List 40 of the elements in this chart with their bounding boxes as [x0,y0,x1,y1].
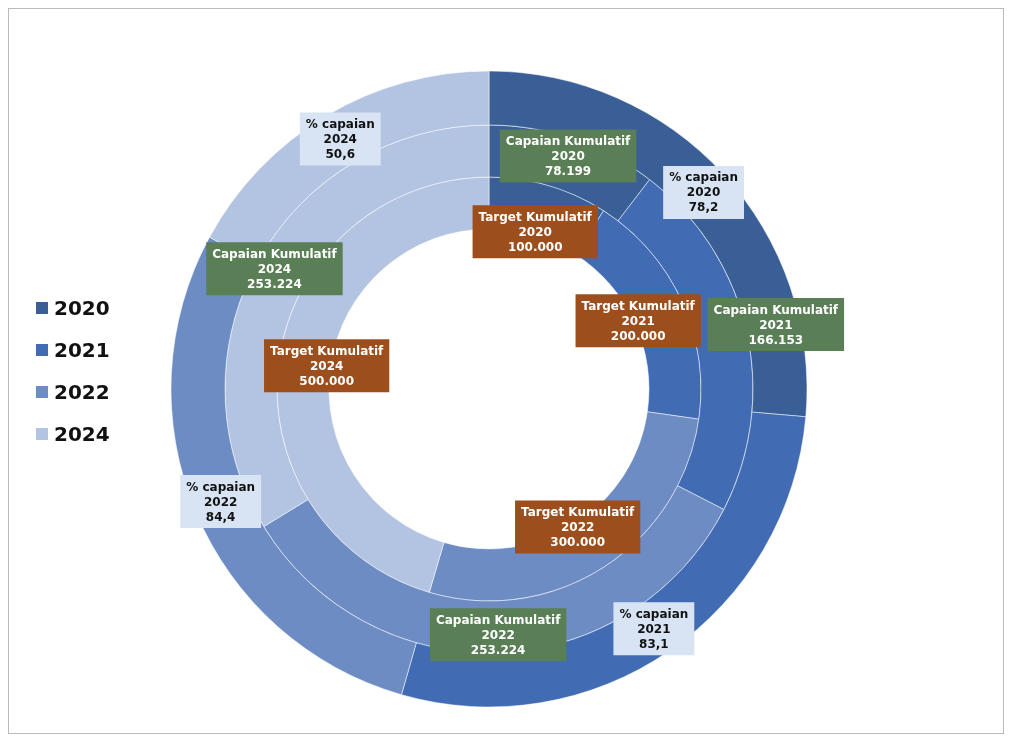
data-label: 78.199 [544,164,592,179]
category-label: 2021 [637,621,671,636]
data-label: 166.153 [748,332,804,347]
slice-label: 2024 [257,261,292,276]
legend-label: 2024 [54,422,110,446]
slice-label: 2021 [759,317,793,332]
category-label: 2022 [203,494,238,509]
text: % capaian [619,606,689,621]
slice-label: 2022 [560,519,595,534]
slice-label: 2024 [323,131,357,146]
data-label: 78,2 [688,200,719,215]
data-label: 83,1 [639,636,669,651]
slice-label: % capaian [186,479,256,494]
legend-label: 2022 [54,380,110,404]
data-label: 200.000 [610,328,666,343]
text: % capaian [305,116,375,131]
text: Capaian Kumulatif [435,612,561,627]
data-label: 500.000 [299,373,354,388]
text: Target Kumulatif [581,298,695,313]
text: Capaian Kumulatif [505,134,631,149]
data-label: 100.000 [507,239,563,254]
text: Capaian Kumulatif [713,302,839,317]
text: Target Kumulatif [521,504,635,519]
slice-label: 2022 [481,627,515,642]
text: % capaian [669,170,738,185]
slice-label: 2020 [551,149,585,164]
data-label: 253.224 [470,642,526,657]
data-label: 300.000 [550,534,605,549]
legend-label: 2021 [54,338,110,362]
text: Target Kumulatif [270,343,384,358]
slice-label: 2020 [518,224,552,239]
slice-label: 2021 [621,313,655,328]
data-label: 253.224 [247,276,302,291]
data-label: 84,4 [205,509,236,524]
data-label: 50,6 [325,146,356,161]
legend-label: 2020 [54,296,110,320]
slice-label: 2024 [309,358,344,373]
slice-label: Capaian Kumulatif [212,246,338,261]
category-label: 2020 [686,185,721,200]
slice-label: Target Kumulatif [478,209,593,224]
